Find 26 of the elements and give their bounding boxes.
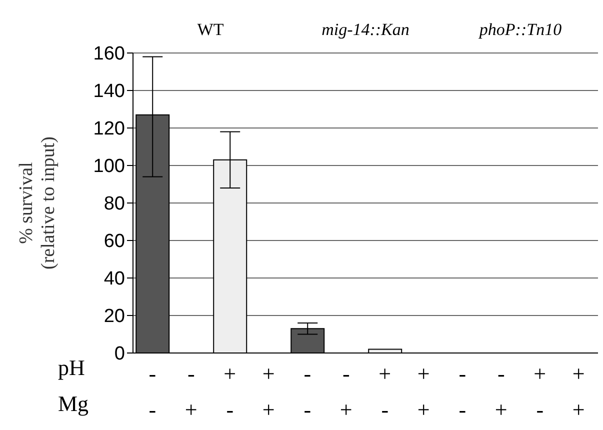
- x-tick-label: - -: [304, 361, 312, 422]
- x-tick-label: - +: [340, 361, 352, 422]
- y-tick-label: 80: [104, 194, 125, 215]
- x-tick-label: + +: [417, 361, 430, 422]
- x-tick-label: + +: [572, 361, 585, 422]
- x-axis-title: pH Mg: [58, 355, 89, 417]
- text: phoP::Tn10: [478, 20, 563, 40]
- x-tick-label: - -: [148, 361, 156, 422]
- y-tick-label: 100: [93, 156, 125, 178]
- y-tick-label: 0: [114, 344, 125, 365]
- x-tick-label: + +: [262, 361, 275, 422]
- y-tick-label: 140: [93, 81, 125, 102]
- y-tick-label: 20: [104, 306, 125, 328]
- x-tick-label: + -: [534, 361, 546, 422]
- text: WT: [196, 20, 225, 40]
- y-axis-title: % survival (relative to input): [16, 136, 59, 270]
- x-tick-label: - -: [458, 361, 466, 422]
- x-tick-label: + -: [378, 361, 392, 422]
- y-tick-label: 60: [104, 231, 125, 252]
- y-tick-label: 160: [93, 44, 125, 65]
- text: mig-14::Kan: [320, 20, 410, 40]
- x-tick-label: - +: [184, 361, 198, 422]
- y-tick-label: 40: [104, 268, 125, 290]
- x-tick-label: - +: [494, 361, 508, 422]
- y-tick-label: 120: [93, 118, 125, 140]
- x-tick-label: + -: [224, 361, 236, 422]
